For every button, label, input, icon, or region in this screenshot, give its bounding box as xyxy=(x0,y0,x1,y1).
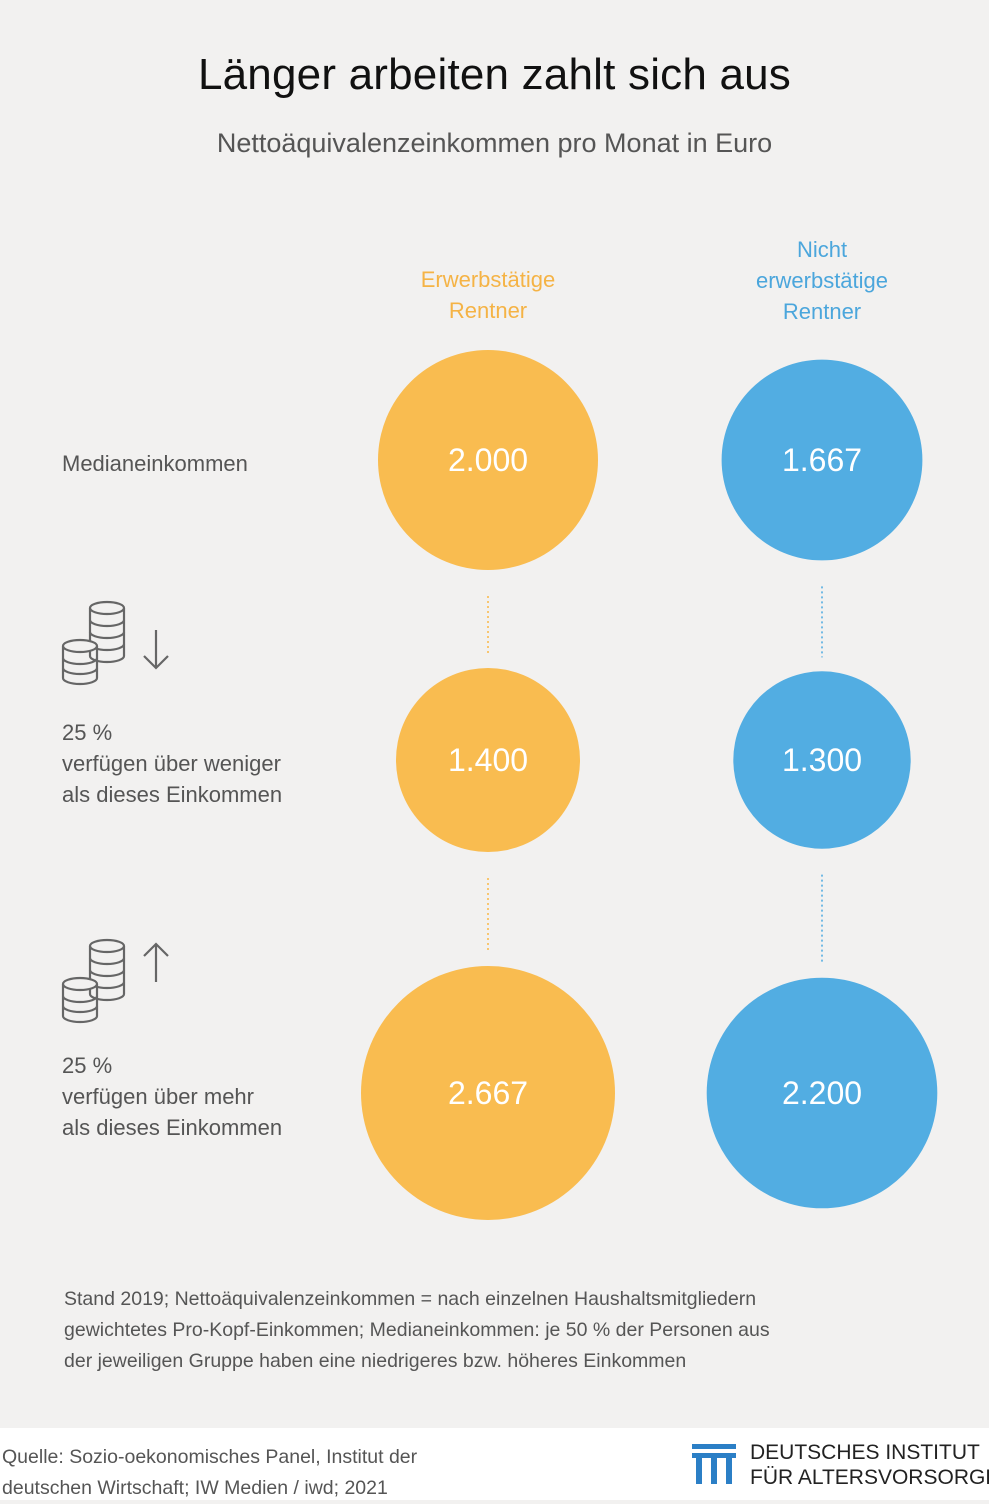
bubble-value-label: 1.300 xyxy=(782,742,862,778)
bubble-mark xyxy=(396,668,580,852)
source-line: Quelle: Sozio-oekonomisches Panel, Insti… xyxy=(2,1446,418,1468)
bubble-mark xyxy=(706,977,938,1209)
column-header-line: Nicht xyxy=(796,237,848,262)
row-label-median: Medianeinkommen xyxy=(62,451,248,476)
row-label-line: als dieses Einkommen xyxy=(62,1115,283,1140)
logo-line: DEUTSCHES INSTITUT xyxy=(750,1441,980,1464)
logo-line: FÜR ALTERSVORSORGE xyxy=(750,1466,989,1489)
bubble-mark xyxy=(721,359,923,561)
source-line: deutschen Wirtschaft; IW Medien / iwd; 2… xyxy=(2,1477,388,1499)
coins-icon xyxy=(61,600,126,686)
coins-icon xyxy=(61,938,126,1024)
column-header-nonworking: Nicht erwerbstätige Rentner xyxy=(722,234,922,327)
row-label-line: verfügen über mehr xyxy=(62,1084,254,1109)
footer xyxy=(0,1428,989,1500)
bubble-mark xyxy=(378,350,598,570)
column-header-line: Rentner xyxy=(448,298,528,323)
footnote-line: der jeweiligen Gruppe haben eine niedrig… xyxy=(64,1350,687,1372)
column-header-line: Rentner xyxy=(782,299,862,324)
bubble-value-label: 1.400 xyxy=(448,742,528,778)
row-label-line: als dieses Einkommen xyxy=(62,782,283,807)
footnote-line: gewichtetes Pro-Kopf-Einkommen; Medianei… xyxy=(64,1319,770,1341)
page-subtitle: Nettoäquivalenzeinkommen pro Monat in Eu… xyxy=(216,128,773,158)
logo-text: DEUTSCHES INSTITUT FÜR ALTERSVORSORGE xyxy=(750,1440,989,1490)
logo: DEUTSCHES INSTITUT FÜR ALTERSVORSORGE xyxy=(692,1438,989,1490)
row-label-upper: 25 % verfügen über mehr als dieses Einko… xyxy=(62,1050,282,1143)
bubble-value-label: 2.000 xyxy=(448,442,528,478)
source-text: Quelle: Sozio-oekonomisches Panel, Insti… xyxy=(2,1442,417,1504)
column-header-line: Erwerbstätige xyxy=(420,267,556,292)
bubble-value-label: 2.200 xyxy=(782,1075,862,1111)
institute-logo-icon xyxy=(692,1444,736,1484)
arrow-down-icon xyxy=(143,630,169,670)
row-label-line: verfügen über weniger xyxy=(62,751,281,776)
arrow-up-icon xyxy=(143,942,169,982)
row-label-line: 25 % xyxy=(62,1053,113,1078)
row-label-line: 25 % xyxy=(62,720,113,745)
bubble-chart: 2.000 1.400 2.667 1.667 1.300 2.200 xyxy=(361,350,938,1220)
bubble-mark xyxy=(361,966,615,1220)
bubble-value-label: 1.667 xyxy=(782,442,862,478)
row-label-lower: 25 % verfügen über weniger als dieses Ei… xyxy=(62,717,282,810)
bubble-mark xyxy=(733,671,911,849)
page-title: Länger arbeiten zahlt sich aus xyxy=(197,50,792,99)
column-header-working: Erwerbstätige Rentner xyxy=(388,264,588,326)
bubble-value-label: 2.667 xyxy=(448,1075,528,1111)
footnote: Stand 2019; Nettoäquivalenzeinkommen = n… xyxy=(64,1284,924,1377)
footnote-line: Stand 2019; Nettoäquivalenzeinkommen = n… xyxy=(64,1288,757,1310)
column-header-line: erwerbstätige xyxy=(755,268,889,293)
